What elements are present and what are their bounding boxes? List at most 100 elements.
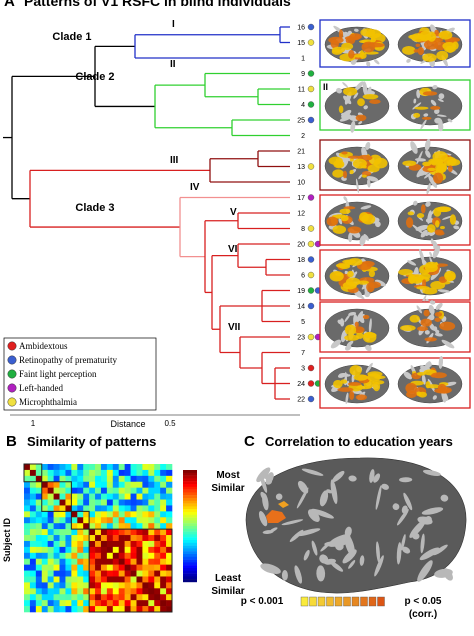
heatmap-cell (83, 582, 90, 589)
leaf-marker (307, 101, 315, 108)
heatmap-cell (100, 570, 108, 577)
heatmap-cell (106, 588, 114, 595)
brain-gyrus (258, 511, 268, 527)
heatmap-cell (65, 576, 72, 583)
heatmap-cell (77, 546, 84, 554)
activation-blob (439, 321, 456, 331)
heatmap-cell (100, 552, 108, 560)
activation-blob (434, 312, 443, 317)
brain-gyrus (409, 519, 426, 538)
heatmap-cell (142, 594, 149, 601)
heatmap-cell (29, 606, 37, 613)
heatmap-cell (59, 511, 66, 518)
heatmap-cell (130, 558, 137, 565)
heatmap-cell (65, 600, 72, 607)
heatmap-cell (166, 558, 173, 565)
heatmap-cell (71, 535, 78, 542)
heatmap-cell (142, 464, 149, 471)
heatmap-cell (124, 540, 131, 548)
heatmap-cell (47, 570, 54, 577)
heatmap-cell (154, 493, 161, 500)
cluster-label: IV (190, 182, 200, 193)
heatmap-cell (41, 546, 48, 554)
activation-blob (352, 158, 367, 169)
activation-blob (442, 42, 457, 51)
heatmap-cell (29, 481, 37, 488)
heatmap-cell (53, 511, 60, 518)
heatmap-cell (130, 540, 137, 548)
brain-gyrus (260, 563, 281, 575)
heatmap-cell (136, 523, 143, 530)
colorbar-step (183, 495, 197, 499)
heatmap-cell (71, 493, 78, 500)
heatmap-cell (29, 505, 37, 512)
heatmap-cell (112, 564, 120, 571)
heatmap-cell (160, 606, 167, 613)
leaf-marker (307, 380, 315, 387)
heatmap-cell (106, 540, 114, 548)
activation-blob (333, 214, 347, 219)
heatmap-cell (41, 505, 48, 512)
colorbar-step (183, 528, 197, 532)
heatmap-cell (24, 546, 31, 554)
heatmap-cell (83, 475, 90, 483)
heatmap-cell (83, 493, 90, 500)
heatmap-cell (160, 529, 167, 536)
heatmap-cell (106, 535, 114, 542)
activation-blob (420, 204, 426, 214)
heatmap-cell (142, 481, 149, 488)
heatmap-cell (29, 552, 37, 560)
heatmap-cell (100, 469, 108, 477)
brain-shape (245, 457, 467, 594)
heatmap-cell (106, 464, 114, 471)
heatmap-cell (106, 481, 114, 488)
activation-blob (444, 272, 456, 281)
activation-blob (435, 206, 451, 213)
heatmap-cell (100, 464, 108, 471)
heatmap-cell (41, 511, 48, 518)
heatmap-cell (29, 499, 37, 506)
activation-blob (349, 169, 354, 175)
heatmap-cell (95, 529, 102, 536)
panel-letter: B (6, 433, 17, 450)
heatmap-cell (95, 558, 102, 565)
brain-gyrus (430, 99, 437, 106)
heatmap-cell (89, 499, 96, 506)
heatmap-cell (106, 517, 114, 524)
heatmap-cell (112, 546, 120, 554)
heatmap-cell (130, 464, 137, 471)
heatmap-cell (89, 487, 96, 494)
activation-blob (355, 394, 368, 401)
heatmap-cell (59, 594, 66, 601)
brain-gyrus (355, 178, 359, 194)
colorbar-step (183, 548, 197, 552)
panel-letter: C (244, 433, 255, 450)
heatmap-cell (35, 505, 43, 512)
heatmap-cell (59, 606, 66, 613)
heatmap-cell (118, 552, 125, 560)
heatmap-cell (136, 487, 143, 494)
heatmap-cell (118, 588, 125, 595)
activation-blob (418, 34, 432, 41)
brain-gyrus (433, 544, 448, 556)
heatmap-cell (136, 475, 143, 483)
heatmap-cell (77, 606, 84, 613)
scale-step (326, 596, 334, 607)
heatmap-cell (118, 511, 125, 518)
heatmap-cell (71, 576, 78, 583)
box-label: III (323, 142, 331, 152)
brain-gyrus (440, 494, 449, 502)
heatmap-cell (95, 535, 102, 542)
heatmap-cell (166, 600, 173, 607)
heatmap-cell (47, 552, 54, 560)
heatmap-cell (118, 517, 125, 524)
heatmap-cell (65, 558, 72, 565)
brain-gyrus (348, 475, 357, 482)
heatmap-cell (59, 582, 66, 589)
activation-blob (368, 270, 376, 278)
brain-gyrus (366, 176, 379, 182)
heatmap-cell (89, 606, 96, 613)
heatmap-cell (148, 570, 155, 577)
colorbar-step (183, 472, 197, 476)
leaf-marker (307, 395, 315, 403)
